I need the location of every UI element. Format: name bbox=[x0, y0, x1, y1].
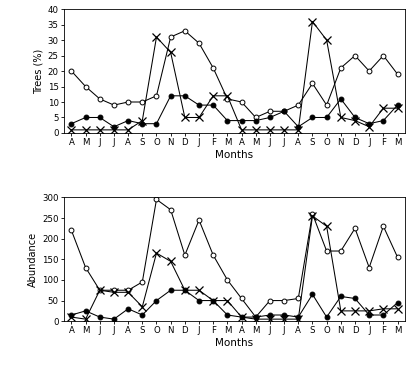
X-axis label: Months: Months bbox=[215, 150, 254, 160]
Y-axis label: Trees (%): Trees (%) bbox=[34, 49, 44, 94]
Y-axis label: Abundance: Abundance bbox=[28, 232, 38, 287]
X-axis label: Months: Months bbox=[215, 338, 254, 348]
